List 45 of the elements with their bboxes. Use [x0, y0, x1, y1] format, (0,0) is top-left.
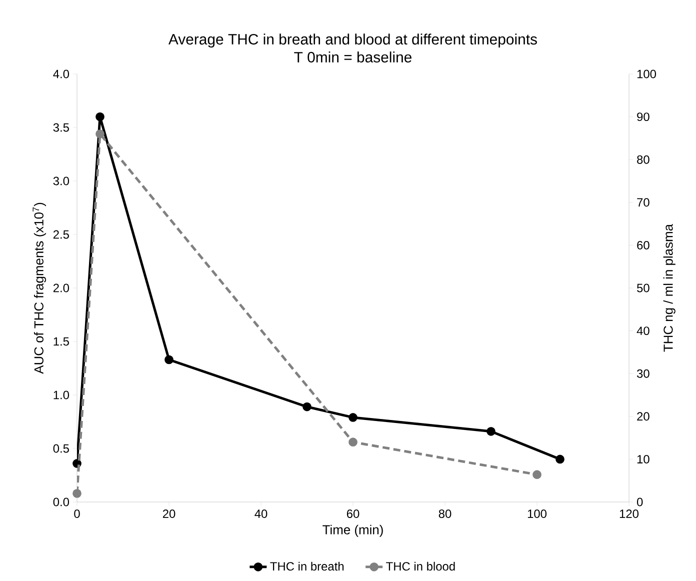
x-tick-label: 40 — [254, 510, 268, 518]
x-tick-label: 100 — [528, 510, 547, 518]
x-tick-label: 80 — [438, 510, 452, 518]
point — [96, 112, 104, 122]
point — [72, 459, 82, 468]
y2-tick-label: 20 — [637, 412, 650, 421]
point — [486, 426, 496, 436]
y-tick-label: 0.0 — [53, 498, 70, 506]
y2-tick-label: 80 — [637, 155, 650, 164]
y2-tick-label: 70 — [637, 198, 650, 207]
point — [556, 454, 564, 464]
y-tick-label: 4.0 — [53, 70, 70, 78]
y-tick-label: 1.5 — [54, 337, 69, 346]
point — [532, 470, 542, 480]
y2-tick-label: 100 — [637, 70, 656, 78]
point — [72, 489, 82, 498]
y2-axis-title: THC ng / ml in plasma — [663, 224, 676, 352]
y-tick-label: 3.5 — [53, 123, 69, 132]
point — [348, 438, 358, 447]
chart-title: Average THC in breath and blood at different timepoints — [168, 34, 537, 48]
y-tick-label: 2.5 — [53, 230, 69, 239]
y-tick-label: 2.0 — [53, 284, 70, 292]
point — [348, 413, 358, 422]
point — [96, 129, 104, 138]
point — [302, 402, 312, 412]
y-tick-label: 0.5 — [53, 444, 69, 453]
x-axis-title: Time (min) — [322, 524, 383, 537]
x-tick-label: 20 — [162, 510, 176, 518]
legend-label: THC in blood — [386, 562, 455, 571]
y2-tick-label: 0 — [636, 498, 643, 506]
point — [164, 355, 174, 364]
y-tick-label: 1.0 — [54, 390, 70, 400]
x-tick-label: 60 — [346, 510, 360, 518]
y2-tick-label: 10 — [637, 454, 650, 464]
y-axis-title: AUC of THC fragments (x10$^{7}$) — [32, 202, 46, 374]
y2-tick-label: 90 — [637, 112, 650, 122]
y2-tick-label: 60 — [637, 240, 650, 250]
y-tick-label: 3.0 — [53, 176, 70, 186]
y2-tick-label: 30 — [636, 369, 650, 378]
y2-tick-label: 50 — [637, 284, 650, 292]
x-tick-label: 0 — [74, 510, 80, 518]
chart-subtitle: T 0min = baseline — [294, 52, 412, 62]
y2-tick-label: 40 — [636, 326, 650, 336]
x-tick-label: 120 — [620, 510, 639, 518]
legend-label: THC in breath — [270, 562, 344, 571]
